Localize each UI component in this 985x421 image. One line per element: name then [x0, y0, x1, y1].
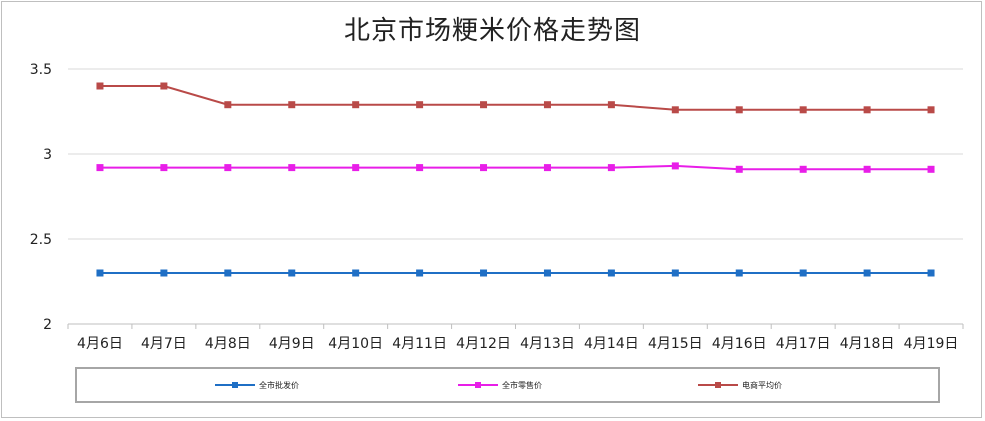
x-tick-label: 4月13日 [520, 336, 575, 352]
data-point [607, 269, 615, 277]
data-point [352, 269, 360, 277]
y-tick-label: 2 [43, 317, 52, 333]
x-tick-label: 4月16日 [712, 336, 767, 352]
x-tick-label: 4月6日 [77, 336, 123, 352]
data-point [735, 106, 743, 114]
x-tick-label: 4月11日 [392, 336, 447, 352]
series-line-1 [99, 164, 932, 171]
y-tick-label: 3 [43, 147, 52, 163]
gridlines [68, 68, 963, 240]
data-point [863, 106, 871, 114]
x-tick-label: 4月9日 [269, 336, 315, 352]
data-point [799, 269, 807, 277]
data-point [288, 269, 296, 277]
data-point [480, 101, 488, 109]
x-tick-label: 4月18日 [840, 336, 895, 352]
data-point [927, 165, 935, 173]
legend [75, 367, 940, 403]
x-tick-label: 4月14日 [584, 336, 639, 352]
data-point [352, 164, 360, 172]
data-point [224, 164, 232, 172]
data-point [799, 106, 807, 114]
x-tick-label: 4月15日 [648, 336, 703, 352]
x-tick-label: 4月10日 [328, 336, 383, 352]
data-point [416, 101, 424, 109]
data-point [480, 164, 488, 172]
data-point [160, 82, 168, 90]
data-point [96, 269, 104, 277]
y-tick-label: 3.5 [30, 62, 52, 78]
data-point [543, 101, 551, 109]
data-point [96, 82, 104, 90]
data-point [288, 101, 296, 109]
x-tick-label: 4月8日 [205, 336, 251, 352]
data-point [416, 269, 424, 277]
x-tick-label: 4月12日 [456, 336, 511, 352]
data-point [160, 164, 168, 172]
series-group [96, 82, 935, 277]
data-point [416, 164, 424, 172]
data-point [480, 269, 488, 277]
x-tick-label: 4月19日 [904, 336, 959, 352]
data-point [607, 101, 615, 109]
data-point [543, 269, 551, 277]
data-point [671, 269, 679, 277]
data-point [543, 164, 551, 172]
data-point [671, 162, 679, 170]
chart-title: 北京市场粳米价格走势图 [343, 16, 641, 46]
data-point [863, 269, 871, 277]
data-point [96, 164, 104, 172]
data-point [927, 106, 935, 114]
data-point [607, 164, 615, 172]
data-point [863, 165, 871, 173]
data-point [352, 101, 360, 109]
y-tick-label: 2.5 [30, 232, 52, 248]
series-line-2 [99, 85, 932, 111]
data-point [735, 269, 743, 277]
data-point [927, 269, 935, 277]
data-point [288, 164, 296, 172]
data-point [799, 165, 807, 173]
data-point [224, 101, 232, 109]
data-point [160, 269, 168, 277]
data-point [735, 165, 743, 173]
data-point [671, 106, 679, 114]
x-tick-label: 4月17日 [776, 336, 831, 352]
data-point [224, 269, 232, 277]
axes [67, 323, 964, 329]
tick-labels: 3.5 3 2.5 2 4月6日 4月7日 4月8日 4月9日 4月10日 4月11日 4月12日 4… [30, 62, 959, 352]
x-tick-label: 4月7日 [141, 336, 187, 352]
